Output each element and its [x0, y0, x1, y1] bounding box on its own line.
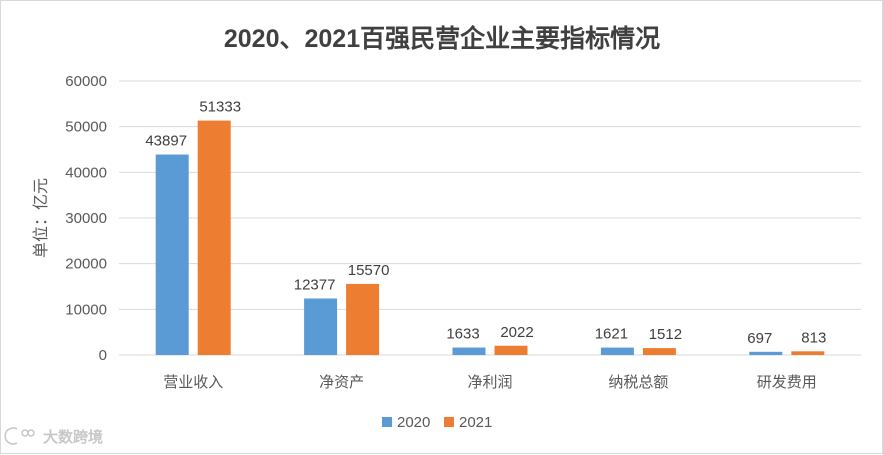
y-tick-label: 10000: [65, 301, 107, 318]
x-axis-categories: 营业收入 净资产 净利润 纳税总额 研发费用: [163, 373, 817, 391]
y-tick-label: 20000: [65, 256, 107, 273]
data-label: 51333: [199, 99, 241, 116]
y-tick-label: 60000: [65, 73, 107, 90]
chart-title: 2020、2021百强民营企业主要指标情况: [224, 24, 660, 53]
y-tick-label: 0: [99, 347, 107, 364]
bar-2020: [749, 351, 783, 355]
legend-swatch-2020: [382, 417, 392, 427]
data-label: 1633: [446, 326, 479, 343]
data-label: 2022: [500, 324, 533, 341]
legend-label-2020: 2020: [397, 414, 430, 431]
category-label: 净资产: [319, 373, 364, 391]
legend-label-2021: 2021: [459, 414, 492, 431]
bar-2020: [304, 298, 338, 355]
watermark: 大数跨境: [4, 427, 103, 446]
y-tick-label: 50000: [65, 119, 107, 136]
category-label: 研发费用: [757, 373, 817, 391]
watermark-text: 大数跨境: [43, 428, 103, 446]
bar-2020: [155, 154, 189, 355]
gridlines: [119, 80, 861, 356]
data-label: 697: [747, 330, 772, 347]
data-label: 813: [801, 329, 826, 346]
data-label: 1621: [595, 326, 628, 343]
bars: [155, 120, 825, 355]
bar-2021: [642, 348, 676, 355]
bar-2021: [494, 345, 528, 355]
category-label: 净利润: [467, 373, 512, 391]
legend: 2020 2021: [382, 414, 492, 431]
data-label: 12377: [294, 276, 336, 293]
data-labels: 43897 51333 12377 15570 1633 2022 1621 1512 697 8…: [145, 99, 826, 347]
y-axis-ticks: 0 10000 20000 30000 40000 50000 60000: [65, 73, 107, 364]
bar-2020: [600, 347, 634, 355]
data-label: 43897: [145, 133, 187, 150]
data-label: 1512: [649, 326, 682, 343]
bar-2021: [197, 120, 231, 355]
y-axis-label: 单位：亿元: [31, 178, 50, 258]
category-label: 纳税总额: [608, 373, 668, 391]
y-tick-label: 30000: [65, 210, 107, 227]
data-label: 15570: [348, 262, 390, 279]
bar-2021: [346, 283, 380, 355]
watermark-logo-icon: [4, 427, 35, 445]
y-tick-label: 40000: [65, 164, 107, 181]
legend-swatch-2021: [444, 417, 454, 427]
bar-2020: [452, 347, 486, 355]
bar-2021: [791, 351, 825, 355]
category-label: 营业收入: [163, 373, 223, 391]
